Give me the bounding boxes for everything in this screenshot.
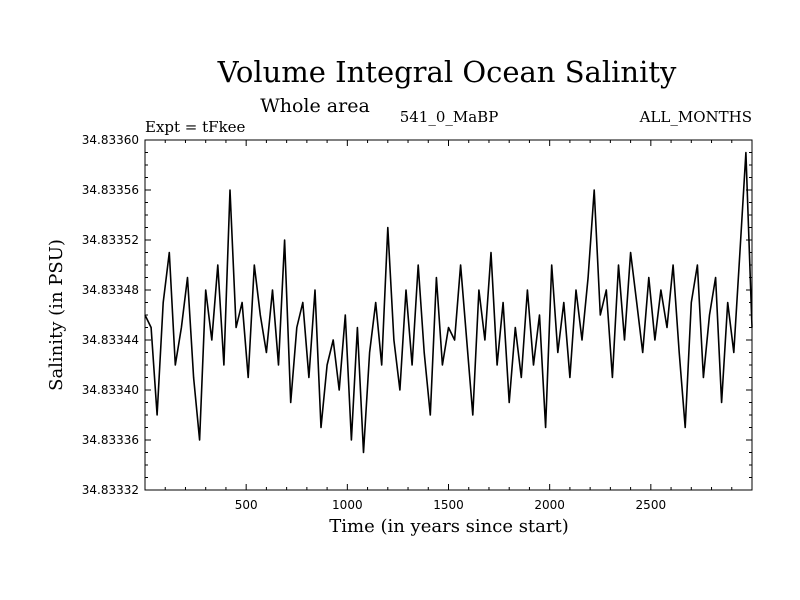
y-tick-label: 34.83336: [82, 433, 139, 447]
y-tick-label: 34.83344: [82, 333, 139, 347]
x-axis: 500 1000 1500 2000 2500: [164, 140, 733, 512]
y-tick-label: 34.83332: [82, 483, 139, 497]
x-tick-label: 1500: [433, 498, 464, 512]
chart-title: Volume Integral Ocean Salinity: [217, 55, 677, 89]
x-tick-label: 1000: [332, 498, 363, 512]
x-tick-label: 2500: [636, 498, 667, 512]
y-tick-label: 34.83356: [82, 183, 139, 197]
y-tick-label: 34.83352: [82, 233, 139, 247]
y-axis: 34.83332 34.83336 34.83340 34.83344 34.83348…: [82, 133, 752, 497]
salinity-series-line: [144, 151, 753, 454]
y-tick-label: 34.83340: [82, 383, 139, 397]
chart-subtitle: Whole area: [260, 95, 370, 117]
y-tick-label: 34.83360: [82, 133, 139, 147]
experiment-label: Expt = tFkee: [145, 118, 246, 136]
x-tick-label: 2000: [534, 498, 565, 512]
x-axis-label: Time (in years since start): [329, 516, 569, 537]
period-label: 541_0_MaBP: [400, 108, 499, 126]
x-tick-label: 500: [235, 498, 258, 512]
months-label: ALL_MONTHS: [639, 108, 752, 126]
y-axis-label: Salinity (in PSU): [46, 239, 67, 391]
y-tick-label: 34.83348: [82, 283, 139, 297]
